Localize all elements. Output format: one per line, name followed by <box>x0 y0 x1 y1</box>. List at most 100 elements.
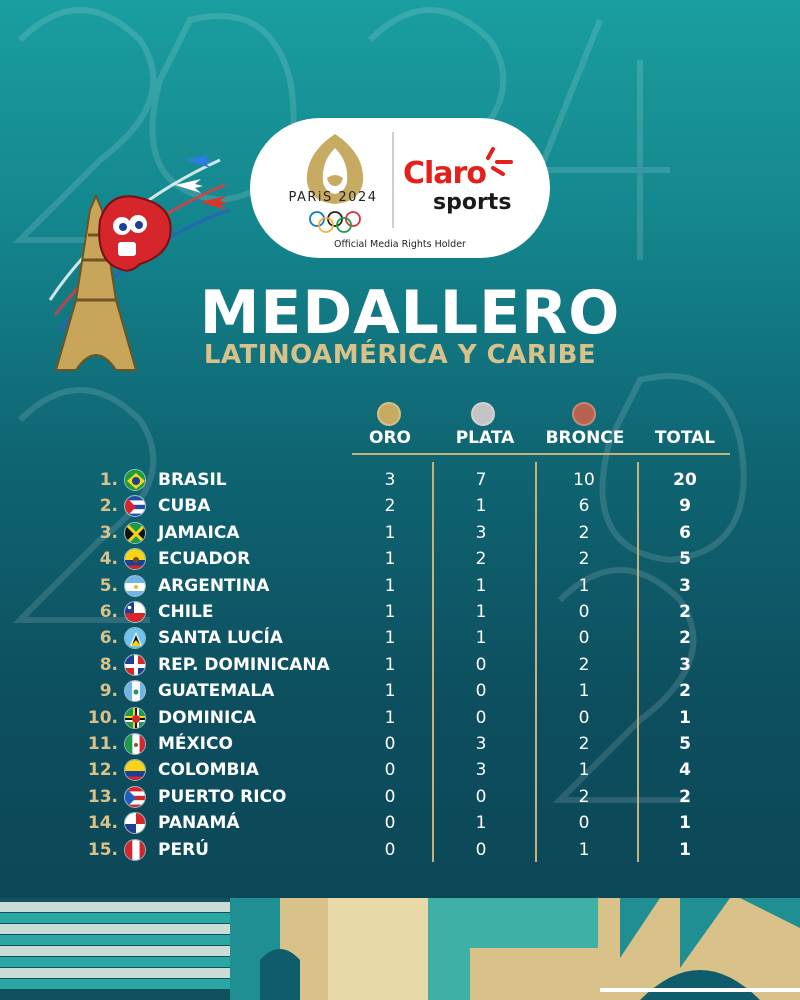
table-row: 12. COLOMBIA 0 3 1 4 <box>0 757 800 784</box>
country-name: DOMINICA <box>158 707 256 728</box>
rank-label: 1. <box>99 470 118 490</box>
total-count: 3 <box>679 575 691 596</box>
saint-lucia-flag-icon <box>124 627 146 650</box>
gold-count: 1 <box>384 549 396 570</box>
panama-flag-icon <box>124 812 146 835</box>
bronze-count: 2 <box>578 549 590 570</box>
total-count: 6 <box>679 522 691 543</box>
silver-count: 1 <box>475 628 487 649</box>
brazil-flag-icon <box>124 469 146 491</box>
cuba-flag-icon <box>124 495 146 518</box>
paris-2024-logo <box>306 134 364 204</box>
page-title: MEDALLERO <box>199 278 621 348</box>
total-count: 9 <box>679 496 691 517</box>
total-count: 2 <box>679 786 691 807</box>
country-name: BRASIL <box>158 470 227 490</box>
table-row: 5. ARGENTINA 1 1 1 3 <box>0 573 800 600</box>
gold-count: 1 <box>384 628 396 649</box>
mexico-flag-icon <box>124 733 146 755</box>
total-count: 2 <box>679 681 691 702</box>
gold-count: 2 <box>384 496 396 517</box>
colombia-flag-icon <box>124 759 146 782</box>
olympic-rings-icon <box>309 211 361 233</box>
rank-label: 6. <box>99 628 118 649</box>
country-name: ECUADOR <box>158 549 251 570</box>
chile-flag-icon <box>124 601 146 623</box>
claro-label: Claro <box>403 156 487 191</box>
country-name: SANTA LUCÍA <box>158 628 283 649</box>
total-count: 3 <box>679 654 691 675</box>
rank-label: 6. <box>99 602 118 622</box>
silver-count: 1 <box>475 813 487 834</box>
column-header-total: TOTAL <box>654 428 716 448</box>
silver-count: 3 <box>475 760 487 781</box>
silver-count: 0 <box>475 707 487 728</box>
rank-label: 3. <box>99 522 118 543</box>
background-pattern <box>0 0 800 900</box>
sports-label: sports <box>433 190 512 215</box>
plane-icon <box>175 154 228 210</box>
claro-spark-icon <box>486 147 513 176</box>
mascot-eiffel-illustration <box>48 154 231 371</box>
silver-count: 0 <box>475 786 487 807</box>
header-divider <box>352 453 730 455</box>
table-row: 6. CHILE 1 1 0 2 <box>0 599 800 626</box>
bronze-count: 0 <box>578 602 590 622</box>
bronze-count: 1 <box>578 681 590 702</box>
dominican-republic-flag-icon <box>124 653 146 676</box>
table-row: 2. CUBA 2 1 6 9 <box>0 493 800 520</box>
table-row: 6. SANTA LUCÍA 1 1 0 2 <box>0 625 800 652</box>
bronze-count: 2 <box>578 522 590 543</box>
silver-count: 1 <box>475 496 487 517</box>
silver-count: 1 <box>475 602 487 622</box>
media-rights-label: Official Media Rights Holder <box>334 239 466 250</box>
silver-medal-icon <box>471 402 495 426</box>
bronze-count: 1 <box>578 575 590 596</box>
jamaica-flag-icon <box>124 521 146 544</box>
gold-count: 0 <box>384 760 396 781</box>
silver-count: 3 <box>475 734 487 754</box>
silver-count: 0 <box>475 681 487 702</box>
rank-label: 9. <box>99 681 118 702</box>
page-subtitle: LATINOAMÉRICA Y CARIBE <box>203 340 597 370</box>
silver-count: 7 <box>475 470 487 490</box>
argentina-flag-icon <box>124 574 146 597</box>
total-count: 2 <box>679 602 691 622</box>
table-row: 15. PERÚ 0 0 1 1 <box>0 837 800 864</box>
country-name: COLOMBIA <box>158 760 259 781</box>
rank-label: 13. <box>87 786 118 807</box>
country-name: ARGENTINA <box>158 575 270 596</box>
country-name: GUATEMALA <box>158 681 275 702</box>
rank-label: 14. <box>87 813 118 834</box>
table-row: 10. DOMINICA 1 0 0 1 <box>0 705 800 732</box>
bronze-count: 1 <box>578 760 590 781</box>
bronze-count: 2 <box>578 786 590 807</box>
gold-count: 0 <box>384 734 396 754</box>
column-divider <box>432 462 434 862</box>
table-row: 8. REP. DOMINICANA 1 0 2 3 <box>0 652 800 679</box>
gold-count: 0 <box>384 839 396 860</box>
table-row: 13. PUERTO RICO 0 0 2 2 <box>0 784 800 811</box>
gold-count: 1 <box>384 707 396 728</box>
country-name: MÉXICO <box>158 734 233 754</box>
dominica-flag-icon <box>124 706 146 729</box>
bronze-count: 0 <box>578 707 590 728</box>
table-row: 9. GUATEMALA 1 0 1 2 <box>0 678 800 705</box>
country-name: JAMAICA <box>158 522 240 543</box>
table-row: 14. PANAMÁ 0 1 0 1 <box>0 810 800 837</box>
gold-medal-icon <box>377 402 401 426</box>
total-count: 1 <box>679 707 691 728</box>
rank-label: 2. <box>99 496 118 517</box>
logo-divider <box>392 132 394 228</box>
bronze-medal-icon <box>572 402 596 426</box>
column-header-silver: PLATA <box>455 428 515 448</box>
gold-count: 1 <box>384 681 396 702</box>
gold-count: 1 <box>384 602 396 622</box>
column-header-bronze: BRONCE <box>545 428 625 448</box>
rank-label: 10. <box>87 707 118 728</box>
total-count: 5 <box>679 734 691 754</box>
bronze-count: 6 <box>578 496 590 517</box>
footer-decoration <box>0 898 800 1000</box>
country-name: CUBA <box>158 496 211 517</box>
bronze-count: 10 <box>573 470 595 490</box>
